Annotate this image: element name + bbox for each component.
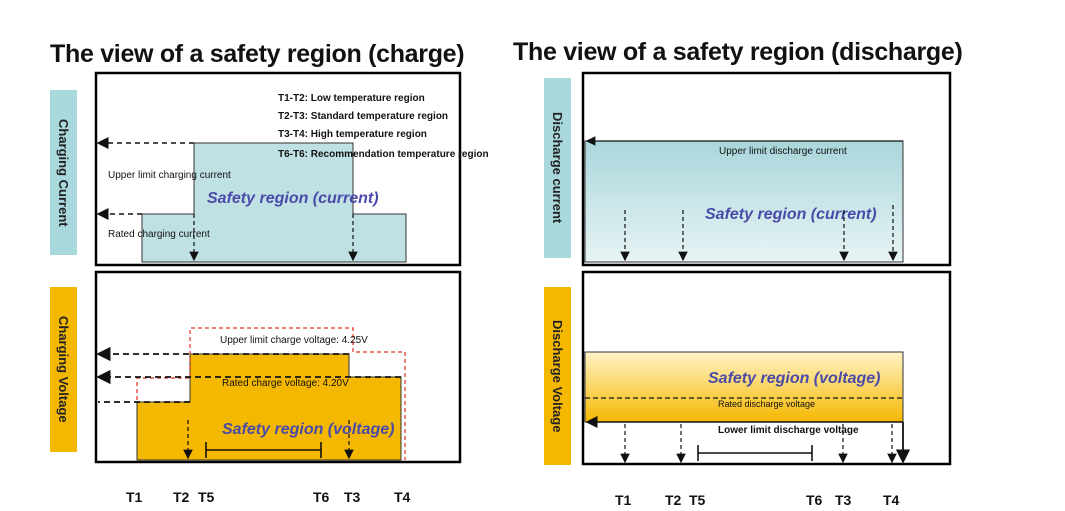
charging-voltage-axis-label: Charging Voltage xyxy=(50,287,77,452)
charging-voltage-label-text: Charging Voltage xyxy=(56,316,71,423)
charge-voltage-region-label: Safety region (voltage) xyxy=(222,421,394,438)
charge-tick-t3: T3 xyxy=(344,489,361,505)
charge-tick-t4: T4 xyxy=(394,489,411,505)
charging-current-label-text: Charging Current xyxy=(56,118,71,227)
upper-limit-discharge-label: Upper limit discharge current xyxy=(719,146,847,157)
discharge-tick-t2: T2 xyxy=(665,492,682,508)
legend-item-4: T6-T6: Recommendation temperature region xyxy=(278,149,489,160)
rated-current-label: Rated charging current xyxy=(108,229,210,240)
discharge-voltage-region-shape xyxy=(584,351,904,423)
charge-current-region-label: Safety region (current) xyxy=(207,190,379,207)
legend-item-3: T3-T4: High temperature region xyxy=(278,129,427,140)
discharge-current-region-shape xyxy=(584,140,904,263)
charge-tick-t5: T5 xyxy=(198,489,215,505)
discharge-current-label-text: Discharge current xyxy=(550,112,565,224)
discharge-current-axis-label: Discharge current xyxy=(544,78,571,258)
legend-item-1: T1-T2: Low temperature region xyxy=(278,93,425,104)
charge-title: The view of a safety region (charge) xyxy=(50,40,465,68)
discharge-tick-t1: T1 xyxy=(615,492,632,508)
lower-limit-discharge-label: Lower limit discharge voltage xyxy=(718,425,859,436)
charge-tick-t6: T6 xyxy=(313,489,330,505)
discharge-tick-t6: T6 xyxy=(806,492,823,508)
discharge-tick-t3: T3 xyxy=(835,492,852,508)
discharge-voltage-region-label: Safety region (voltage) xyxy=(708,370,880,387)
legend-item-2: T2-T3: Standard temperature region xyxy=(278,111,448,122)
discharge-tick-t5: T5 xyxy=(689,492,706,508)
rated-voltage-label: Rated charge voltage: 4.20V xyxy=(222,378,349,389)
charging-current-axis-label: Charging Current xyxy=(50,90,77,255)
discharge-tick-t4: T4 xyxy=(883,492,900,508)
discharge-voltage-label-text: Discharge Voltage xyxy=(550,319,565,433)
discharge-voltage-axis-label: Discharge Voltage xyxy=(544,287,571,465)
charge-tick-t1: T1 xyxy=(126,489,143,505)
upper-limit-voltage-label: Upper limit charge voltage: 4.25V xyxy=(220,335,368,346)
charge-current-region-shape xyxy=(141,142,407,263)
discharge-current-region-label: Safety region (current) xyxy=(705,206,877,223)
rated-discharge-label: Rated discharge voltage xyxy=(718,399,815,409)
discharge-title: The view of a safety region (discharge) xyxy=(513,38,963,66)
upper-limit-current-label: Upper limit charging current xyxy=(108,170,231,181)
upper-limit-voltage-outline xyxy=(136,327,406,460)
charge-tick-t2: T2 xyxy=(173,489,190,505)
